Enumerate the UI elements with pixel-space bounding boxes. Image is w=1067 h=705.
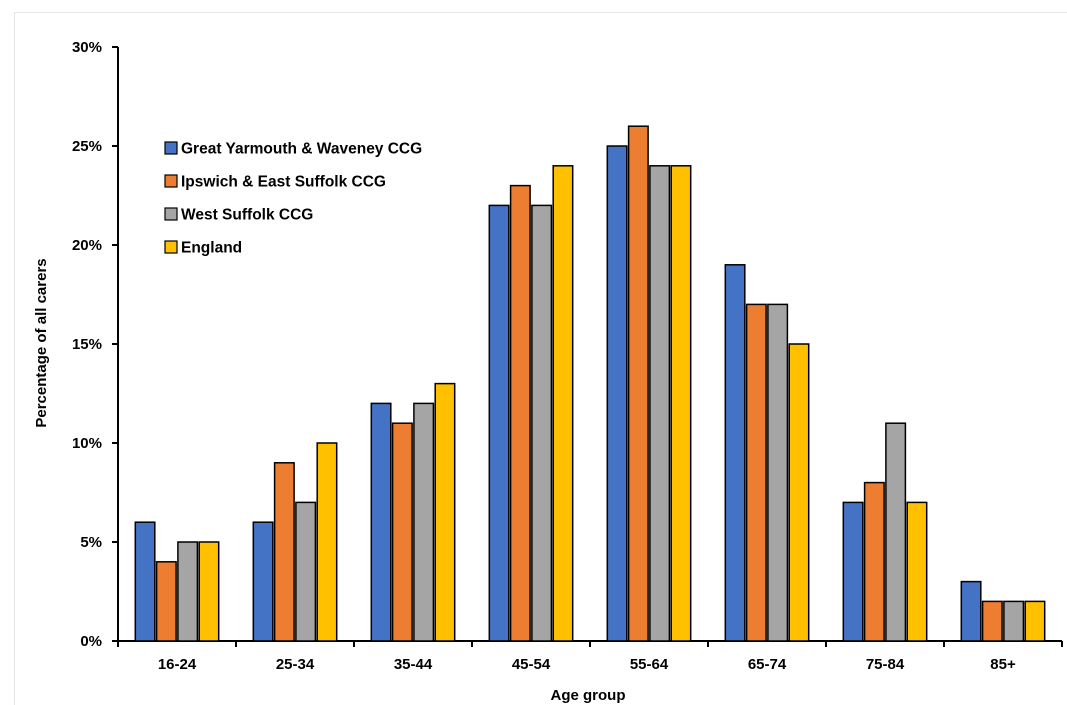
bar	[509, 184, 531, 642]
x-tick-label: 85+	[990, 656, 1016, 673]
legend-label: West Suffolk CCG	[181, 207, 313, 224]
legend-label: Ipswich & East Suffolk CCG	[181, 174, 386, 191]
y-axis-title: Percentage of all carers	[33, 258, 50, 427]
bar	[434, 382, 456, 642]
bar	[1003, 600, 1025, 642]
y-tick-label: 25%	[72, 138, 102, 155]
bar	[788, 343, 810, 642]
bar	[370, 402, 392, 642]
bar	[627, 125, 649, 642]
legend-swatch	[164, 174, 178, 188]
bar	[745, 303, 767, 642]
bars	[134, 125, 1046, 642]
x-tick-label: 75-84	[866, 656, 905, 673]
bar	[252, 521, 274, 642]
bar	[649, 165, 671, 642]
bar	[531, 204, 553, 642]
y-axis: 0% 5% 10% 15% 20% 25% 30%	[72, 39, 119, 650]
y-tick-label: 15%	[72, 336, 102, 353]
y-tick-label: 30%	[72, 39, 102, 56]
bar	[906, 501, 928, 642]
bar	[863, 481, 885, 642]
bar	[155, 561, 177, 642]
bar	[316, 442, 338, 642]
bar	[767, 303, 789, 642]
bar	[670, 165, 692, 642]
bar	[198, 541, 220, 642]
bar	[413, 402, 435, 642]
bar	[391, 422, 413, 642]
x-axis: 16-24 25-34 35-44 45-54 55-64 65-74 75-84 85+	[117, 640, 1063, 673]
bar	[885, 422, 907, 642]
bar	[552, 165, 574, 642]
y-tick-label: 10%	[72, 435, 102, 452]
x-axis-title: Age group	[551, 687, 626, 704]
bar	[488, 204, 510, 642]
bar	[981, 600, 1003, 642]
x-tick-label: 45-54	[512, 656, 551, 673]
bar	[960, 580, 982, 642]
legend-label: England	[181, 240, 242, 257]
x-tick-label: 25-34	[276, 656, 315, 673]
bar	[842, 501, 864, 642]
x-tick-label: 35-44	[394, 656, 433, 673]
x-tick-label: 55-64	[630, 656, 669, 673]
legend-swatch	[164, 240, 178, 254]
bar	[295, 501, 317, 642]
bar	[273, 462, 295, 642]
chart-frame	[14, 12, 1067, 705]
y-tick-label: 0%	[80, 633, 102, 650]
x-tick-label: 65-74	[748, 656, 787, 673]
bar	[606, 145, 628, 642]
x-tick-label: 16-24	[158, 656, 197, 673]
legend: Great Yarmouth & Waveney CCG Ipswich & Ea…	[164, 141, 422, 257]
bar	[724, 264, 746, 642]
bar	[1024, 600, 1046, 642]
y-tick-label: 20%	[72, 237, 102, 254]
legend-swatch	[164, 207, 178, 221]
legend-label: Great Yarmouth & Waveney CCG	[181, 141, 422, 158]
y-tick-label: 5%	[80, 534, 102, 551]
bar	[134, 521, 156, 642]
legend-swatch	[164, 141, 178, 155]
bar	[177, 541, 199, 642]
